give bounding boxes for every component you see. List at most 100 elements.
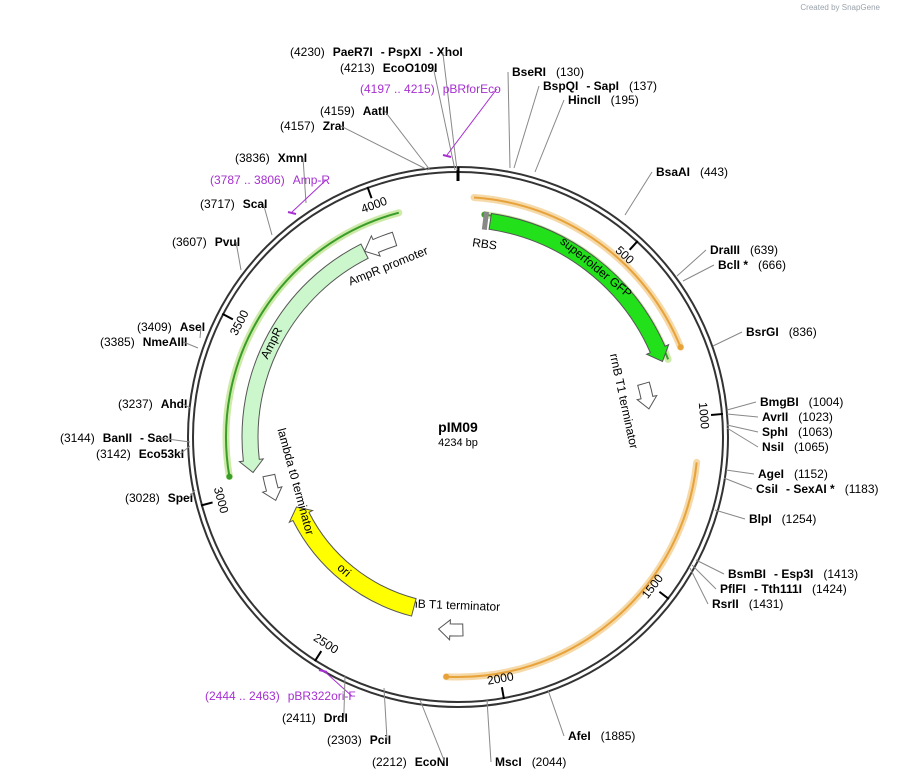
site-name: NsiI (762, 440, 784, 454)
site-name: NmeAIII (143, 335, 188, 349)
site-leader-line (291, 179, 327, 213)
site-label: (2303) PciI (327, 733, 391, 747)
site-position: (1413) (823, 567, 858, 581)
site-position: (836) (789, 325, 817, 339)
site-label: HincII (195) (568, 93, 639, 107)
site-name: - XhoI (429, 45, 462, 59)
site-draiii[interactable]: DraIII (639) (676, 243, 778, 277)
site-leader-line (676, 249, 707, 277)
site-bseri[interactable]: BseRI (130) (507, 65, 584, 169)
site-paer7i[interactable]: (4230) PaeR7I - PspXI - XhoI (290, 45, 463, 171)
site-banii[interactable]: (3144) BanII - SacI (60, 431, 191, 445)
site-leader-line (486, 699, 492, 763)
site-pbrforeco[interactable]: (4197 .. 4215) pBRforEco (360, 82, 501, 158)
site-hincii[interactable]: HincII (195) (534, 93, 639, 173)
site-xmni[interactable]: (3836) XmnI (235, 151, 307, 204)
orange-arc-1 (470, 194, 685, 351)
site-name: - Esp3I (774, 567, 813, 581)
site-name: BclI * (718, 258, 748, 272)
site-econi[interactable]: (2212) EcoNI (372, 699, 449, 769)
site-position: (1424) (812, 582, 847, 596)
site-label: BspQI - SapI (137) (543, 79, 657, 93)
site-leader-line (199, 326, 202, 339)
site-position: (137) (629, 79, 657, 93)
site-ahdi[interactable]: (3237) AhdI (118, 397, 191, 411)
site-name: - SacI (140, 431, 172, 445)
site-spei[interactable]: (3028) SpeI (125, 489, 196, 505)
site-leader-line (712, 331, 743, 347)
site-position: (4230) (290, 45, 325, 59)
site-label: BsrGI (836) (746, 325, 817, 339)
site-ecoo109i[interactable]: (4213) EcoO109I (340, 61, 456, 171)
site-msci[interactable]: MscI (2044) (486, 699, 566, 769)
site-pcii[interactable]: (2303) PciI (327, 687, 391, 747)
site-bsaai[interactable]: BsaAI (443) (624, 165, 728, 216)
site-position: (3237) (118, 397, 153, 411)
site-position: (1431) (749, 597, 784, 611)
site-label: (4197 .. 4215) pBRforEco (360, 82, 501, 96)
site-pvui[interactable]: (3607) PvuI (172, 235, 242, 271)
site-position: (3787 .. 3806) (210, 173, 285, 187)
site-rsrii[interactable]: RsrII (1431) (689, 567, 784, 611)
site-leader-line (726, 413, 759, 418)
site-label: (4230) PaeR7I - PspXI - XhoI (290, 45, 463, 59)
site-zrai[interactable]: (4157) ZraI (280, 119, 429, 171)
site-name: PciI (370, 733, 391, 747)
site-asei[interactable]: (3409) AseI (137, 320, 205, 339)
site-label: BsaAI (443) (656, 165, 728, 179)
site-leader-line (343, 675, 346, 719)
site-name: AgeI (758, 467, 784, 481)
feature-label: rrnB T1 terminator (607, 352, 641, 450)
site-name: BlpI (749, 512, 772, 526)
site-bsrgi[interactable]: BsrGI (836) (712, 325, 817, 347)
site-scai[interactable]: (3717) ScaI (200, 197, 273, 236)
site-leader-line (183, 341, 199, 349)
rbs-feature: RBS (471, 211, 498, 253)
scale-tick (366, 186, 373, 199)
site-nsii[interactable]: NsiI (1065) (726, 427, 829, 454)
site-nmeaiii[interactable]: (3385) NmeAIII (100, 335, 199, 349)
site-pflfi[interactable]: PflFI - Tth111I (1424) (691, 564, 847, 596)
site-name: EcoO109I (383, 61, 438, 75)
site-label: (3237) AhdI (118, 397, 187, 411)
site-bcli[interactable]: BclI * (666) (682, 258, 786, 282)
site-bsmbi[interactable]: BsmBI - Esp3I (1413) (695, 559, 858, 581)
site-name: RsrII (712, 597, 739, 611)
site-position: (3409) (137, 320, 172, 334)
site-leader-line (322, 669, 353, 697)
site-label: (2444 .. 2463) pBR322ori-F (205, 689, 356, 703)
site-csii[interactable]: CsiI - SexAI * (1183) (723, 477, 879, 496)
site-avrii[interactable]: AvrII (1023) (726, 410, 833, 424)
site-leader-line (446, 88, 498, 156)
site-position: (3142) (96, 447, 131, 461)
site-label: (3607) PvuI (172, 235, 240, 249)
site-drdi[interactable]: (2411) DrdI (282, 675, 348, 725)
site-name: BsmBI (728, 567, 766, 581)
site-pbr322ori-f[interactable]: (2444 .. 2463) pBR322ori-F (205, 669, 356, 703)
site-label: PflFI - Tth111I (1424) (720, 582, 847, 596)
ori-feature: ori (288, 506, 417, 617)
site-name: HincII (568, 93, 601, 107)
green-arc-2 (222, 209, 403, 481)
site-name: SpeI (168, 491, 193, 505)
site-amp-r[interactable]: (3787 .. 3806) Amp-R (210, 173, 330, 215)
site-agei[interactable]: AgeI (1152) (725, 467, 828, 481)
site-afei[interactable]: AfeI (1885) (547, 689, 635, 743)
site-name: PflFI (720, 582, 746, 596)
site-eco53ki[interactable]: (3142) Eco53kI (96, 445, 191, 461)
site-leader-line (432, 67, 456, 171)
site-name: pBR322ori-F (288, 689, 356, 703)
site-blpi[interactable]: BlpI (1254) (714, 509, 816, 526)
site-leader-line (183, 403, 191, 409)
site-leader-line (726, 401, 757, 411)
site-sphi[interactable]: SphI (1063) (726, 424, 833, 439)
plasmid-length: 4234 bp (438, 437, 478, 449)
site-bspqi[interactable]: BspQI - SapI (137) (513, 79, 657, 169)
site-label: NsiI (1065) (762, 440, 829, 454)
site-leader-line (235, 241, 242, 271)
site-leader-line (384, 110, 431, 171)
site-position: (130) (556, 65, 584, 79)
site-aatii[interactable]: (4159) AatII (320, 104, 431, 171)
site-bmgbi[interactable]: BmgBI (1004) (726, 395, 843, 411)
